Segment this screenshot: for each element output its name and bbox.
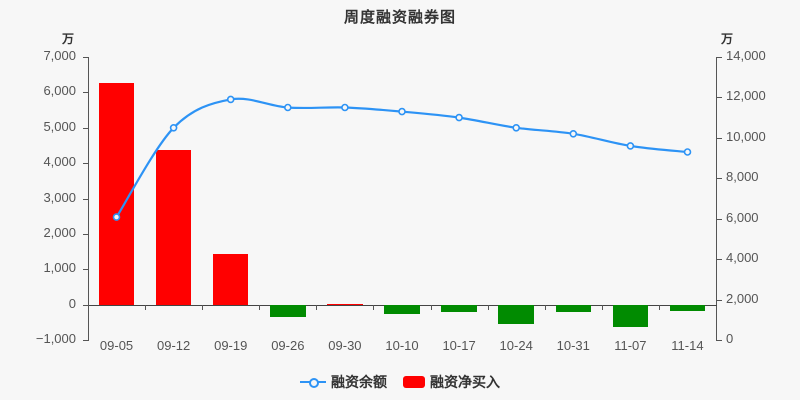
left-tick-mark	[83, 304, 88, 306]
line-point-11-14[interactable]	[683, 148, 692, 156]
left-tick-label: 2,000	[43, 224, 76, 240]
x-tick-label: 09-12	[157, 338, 191, 353]
x-tick-mark	[601, 305, 603, 310]
right-tick-mark	[717, 340, 722, 341]
line-point-09-26[interactable]	[283, 103, 292, 112]
x-tick-mark	[487, 305, 489, 310]
left-tick-label: 5,000	[43, 118, 76, 134]
bar-09-30[interactable]	[327, 303, 363, 306]
x-tick-mark	[259, 305, 261, 310]
bar-10-24[interactable]	[498, 304, 534, 324]
chart-title: 周度融资融券图	[343, 9, 456, 26]
bar-11-07[interactable]	[612, 304, 649, 327]
left-axis-line	[88, 57, 89, 341]
right-tick-mark	[717, 259, 722, 261]
left-tick-label: 6,000	[43, 83, 76, 99]
x-tick-label: 11-14	[671, 338, 704, 353]
legend-item-bar[interactable]: 融资净买入	[403, 372, 500, 392]
right-tick-label: 4,000	[726, 250, 759, 266]
line-point-09-05[interactable]	[112, 213, 121, 221]
left-tick-mark	[83, 127, 88, 129]
x-tick-label: 09-19	[214, 338, 248, 353]
line-point-10-17[interactable]	[455, 113, 463, 122]
left-tick-label: 1,000	[43, 260, 76, 276]
left-tick-mark	[83, 92, 88, 94]
x-tick-mark	[145, 305, 147, 310]
chart-legend: 融资余额 融资净买入	[0, 372, 800, 392]
right-tick-label: 14,000	[726, 48, 766, 63]
line-point-11-07[interactable]	[626, 142, 635, 150]
right-axis-line	[716, 57, 717, 341]
x-tick-mark	[316, 305, 318, 310]
right-tick-label: 2,000	[726, 290, 759, 306]
left-tick-mark	[83, 57, 88, 58]
left-tick-mark	[83, 269, 88, 271]
line-point-10-31[interactable]	[569, 130, 578, 138]
x-tick-label: 10-24	[499, 338, 533, 353]
x-tick-label: 10-17	[442, 338, 476, 353]
left-tick-mark	[83, 233, 88, 235]
right-tick-mark	[717, 57, 722, 58]
line-point-10-24[interactable]	[512, 124, 521, 132]
bar-swatch-icon	[403, 376, 425, 388]
right-tick-mark	[717, 218, 722, 220]
right-tick-label: 0	[726, 331, 734, 346]
line-point-09-19[interactable]	[226, 95, 235, 104]
bar-10-31[interactable]	[555, 304, 591, 313]
line-point-09-12[interactable]	[169, 124, 178, 132]
right-tick-label: 10,000	[726, 128, 766, 144]
bar-09-26[interactable]	[270, 304, 306, 317]
right-tick-label: 6,000	[726, 209, 759, 225]
left-tick-label: 7,000	[43, 48, 76, 63]
x-tick-mark	[373, 305, 375, 310]
x-tick-mark	[430, 305, 432, 310]
right-tick-mark	[717, 97, 722, 99]
legend-item-line[interactable]: 融资余额	[300, 372, 387, 392]
x-tick-mark	[202, 305, 204, 310]
right-tick-mark	[717, 299, 722, 301]
x-tick-mark	[88, 305, 89, 310]
bar-09-19[interactable]	[213, 253, 249, 305]
x-tick-label: 10-10	[385, 338, 419, 353]
x-tick-label: 09-30	[328, 338, 362, 353]
bar-09-05[interactable]	[98, 83, 135, 305]
left-tick-label: −1,000	[35, 331, 76, 346]
left-axis-unit-label: 万	[62, 32, 75, 46]
left-tick-mark	[83, 163, 88, 165]
left-tick-mark	[83, 198, 88, 200]
right-tick-label: 12,000	[726, 88, 766, 104]
x-tick-label: 09-05	[99, 338, 134, 353]
x-tick-label: 11-07	[614, 338, 647, 353]
bar-10-10[interactable]	[384, 304, 420, 314]
line-point-09-30[interactable]	[341, 103, 349, 112]
x-tick-mark	[658, 305, 660, 310]
right-tick-label: 8,000	[726, 169, 759, 185]
right-tick-mark	[717, 178, 722, 180]
right-axis-unit-label: 万	[721, 32, 734, 46]
left-tick-label: 4,000	[43, 154, 76, 170]
left-tick-mark	[83, 340, 88, 341]
bar-09-12[interactable]	[155, 149, 192, 305]
legend-label-bar: 融资净买入	[430, 374, 500, 390]
x-tick-label: 10-31	[556, 338, 590, 353]
line-marker-icon	[300, 376, 326, 388]
line-markers	[112, 95, 692, 221]
right-tick-mark	[717, 137, 722, 139]
x-tick-label: 09-26	[271, 338, 305, 353]
bar-10-17[interactable]	[441, 304, 477, 313]
x-tick-mark	[544, 305, 546, 310]
line-path	[115, 97, 689, 219]
left-tick-label: 3,000	[43, 189, 76, 205]
bar-11-14[interactable]	[669, 304, 706, 312]
left-tick-label: 0	[68, 295, 76, 311]
legend-label-line: 融资余额	[331, 374, 387, 390]
line-point-10-10[interactable]	[398, 107, 406, 116]
